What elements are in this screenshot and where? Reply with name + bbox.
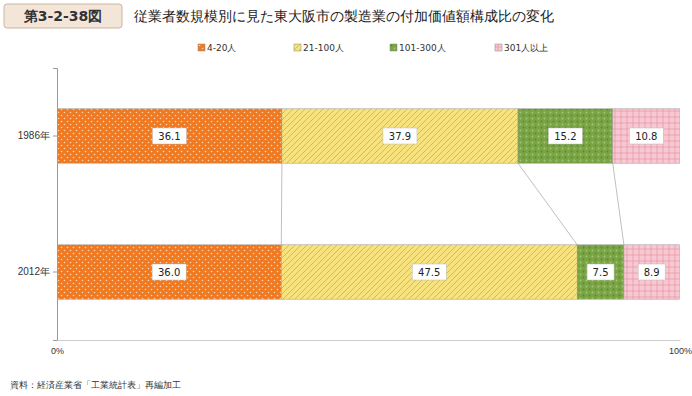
data-label: 47.5	[418, 267, 440, 278]
plot-area	[57, 109, 680, 299]
y-axis: 1986年 2012年	[18, 69, 58, 341]
chart: 第3-2-38図 従業者数規模別に見た東大阪市の製造業の付加価値額構成比の変化 4-…	[0, 0, 692, 396]
data-label-box	[383, 128, 417, 144]
data-label: 8.9	[644, 267, 660, 278]
y-tick-mark	[53, 272, 57, 273]
x-axis: 0% 100%	[51, 340, 692, 356]
x-tick: 100%	[669, 340, 692, 356]
y-tick-mark	[53, 136, 57, 137]
title: 従業者数規模別に見た東大阪市の製造業の付加価値額構成比の変化	[134, 8, 554, 24]
legend-label: 301人以上	[504, 43, 548, 53]
legend-label: 4-20人	[207, 43, 236, 53]
data-label: 37.9	[389, 131, 411, 142]
x-tick: 0%	[51, 340, 64, 356]
legend-item: 21-100人	[294, 43, 344, 53]
data-label-box	[587, 264, 614, 280]
data-label-box	[152, 264, 186, 280]
bar	[282, 109, 518, 163]
legend-item: 101-300人	[390, 43, 446, 53]
data-labels: 36.1 36.0 37.9 47.5 15.2 7.5 10.8 8.9	[152, 128, 665, 280]
legend-swatch	[495, 44, 502, 51]
bar	[57, 109, 282, 163]
source-note: 資料：経済産業省「工業統計表」再編加工	[10, 380, 181, 390]
connector-line	[613, 163, 624, 245]
figure-label-box	[4, 4, 122, 28]
y-tick: 2012年	[18, 266, 57, 277]
data-label: 36.0	[158, 267, 180, 278]
x-axis-line	[58, 340, 681, 341]
y-tick: 1986年	[18, 130, 57, 141]
bar	[624, 245, 679, 299]
legend-swatch	[198, 44, 205, 51]
legend-label: 21-100人	[303, 43, 344, 53]
x-tick-label: 0%	[51, 346, 64, 356]
connector-line	[518, 163, 577, 245]
data-label-box	[629, 128, 663, 144]
bar	[281, 245, 577, 299]
data-label: 10.8	[635, 131, 657, 142]
data-label: 7.5	[593, 267, 609, 278]
bar	[613, 109, 680, 163]
y-axis-line	[53, 69, 58, 341]
bar	[577, 245, 624, 299]
x-tick-label: 100%	[669, 346, 692, 356]
data-label: 15.2	[554, 131, 576, 142]
bar	[57, 245, 281, 299]
y-tick-label: 2012年	[18, 266, 50, 277]
data-label-box	[152, 128, 186, 144]
data-label-box	[548, 128, 582, 144]
y-tick-label: 1986年	[18, 130, 50, 141]
legend-label: 101-300人	[399, 43, 446, 53]
connector-line	[281, 163, 283, 245]
legend: 4-20人 21-100人 101-300人 301人以上	[198, 43, 548, 53]
data-label-box	[412, 264, 446, 280]
figure-label: 第3-2-38図	[23, 8, 103, 24]
legend-swatch	[294, 44, 301, 51]
data-label: 36.1	[158, 131, 180, 142]
legend-swatch	[390, 44, 397, 51]
legend-item: 4-20人	[198, 43, 236, 53]
data-label-box	[638, 264, 665, 280]
legend-item: 301人以上	[495, 43, 548, 53]
bar	[518, 109, 613, 163]
